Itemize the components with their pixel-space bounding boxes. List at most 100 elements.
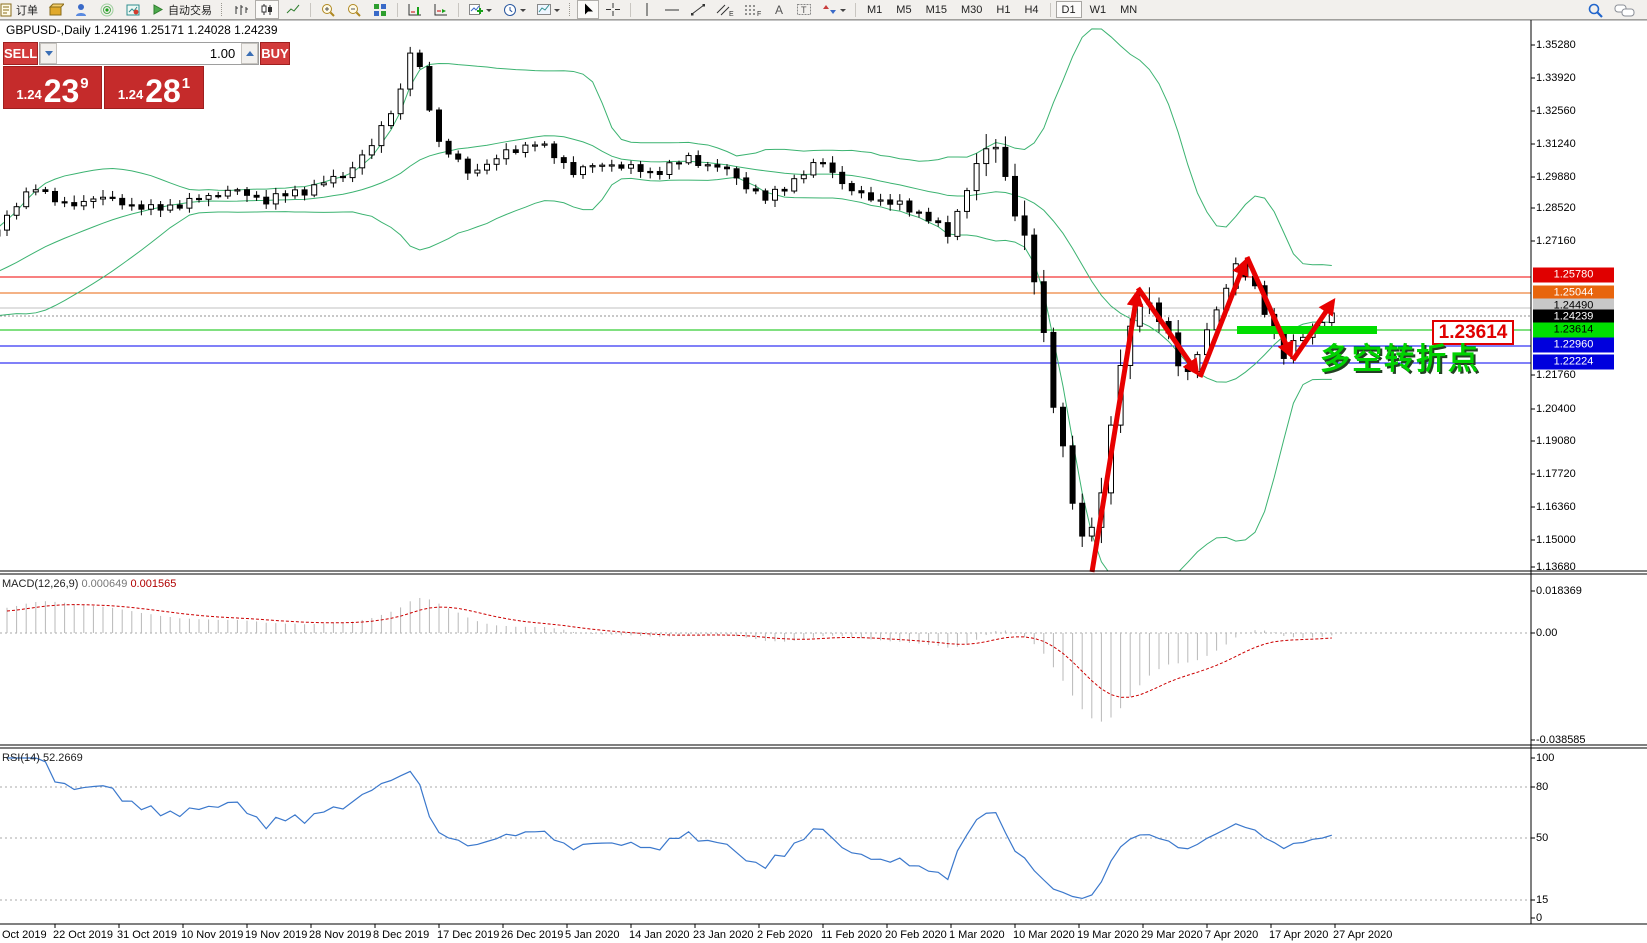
rsi-tick-label: 0 bbox=[1536, 912, 1543, 924]
timeframe-group: M1 M5 M15 M30 H1 H4 D1 W1 MN bbox=[860, 1, 1144, 18]
trendline-icon bbox=[691, 4, 705, 16]
buy-price-pips: 28 bbox=[145, 73, 181, 109]
autotrading-button[interactable]: 自动交易 bbox=[147, 0, 216, 19]
new-order-button[interactable] bbox=[44, 0, 68, 19]
arrows-button[interactable] bbox=[818, 0, 850, 19]
date-label: 29 Mar 2020 bbox=[1141, 929, 1203, 941]
horizontal-line-button[interactable] bbox=[660, 0, 684, 19]
toolbar-separator bbox=[630, 2, 631, 17]
timeframe-w1-button[interactable]: W1 bbox=[1089, 3, 1107, 16]
price-level-label: 1.22960 bbox=[1533, 337, 1614, 353]
macd-name: MACD(12,26,9) bbox=[2, 578, 79, 590]
date-label: 10 Mar 2020 bbox=[1013, 929, 1075, 941]
fibonacci-button[interactable]: F bbox=[740, 0, 766, 19]
buy-price-point: 1 bbox=[181, 75, 191, 92]
price-tick-label: 1.21760 bbox=[1536, 369, 1576, 381]
date-label: Oct 2019 bbox=[2, 929, 47, 941]
bar-chart-icon bbox=[235, 5, 248, 15]
sell-price-button[interactable]: 1.24 23 9 bbox=[3, 66, 102, 109]
zoom-out-icon bbox=[348, 3, 361, 17]
candlestick-chart-button[interactable] bbox=[255, 0, 279, 19]
sell-price-pips: 23 bbox=[43, 73, 80, 109]
date-label: 31 Oct 2019 bbox=[117, 929, 177, 941]
date-label: 5 Jan 2020 bbox=[565, 929, 620, 941]
vertical-line-button[interactable] bbox=[636, 0, 658, 19]
arrows-caret[interactable] bbox=[840, 8, 846, 15]
order-button[interactable]: 订单 bbox=[0, 0, 42, 19]
chart-title: GBPUSD-,Daily 1.24196 1.25171 1.24028 1.… bbox=[6, 23, 278, 37]
text-button[interactable]: A bbox=[768, 0, 790, 19]
price-tick-label: 1.28520 bbox=[1536, 202, 1576, 214]
timeframe-m5-button[interactable]: M5 bbox=[896, 3, 912, 16]
tile-windows-button[interactable] bbox=[368, 0, 392, 19]
buy-button[interactable]: BUY bbox=[260, 42, 290, 65]
price-tick-label: 1.19080 bbox=[1536, 435, 1576, 447]
period-caret[interactable] bbox=[520, 8, 526, 15]
text-icon: A bbox=[775, 3, 783, 17]
turning-point-annotation[interactable]: 多空转折点 bbox=[1320, 343, 1480, 376]
volume-decrease-button[interactable] bbox=[40, 43, 58, 64]
chat-button[interactable] bbox=[1610, 1, 1640, 20]
macd-tick-label: 0.00 bbox=[1536, 627, 1558, 639]
timeframe-mn-button[interactable]: MN bbox=[1120, 3, 1138, 16]
arrows-icon bbox=[823, 5, 836, 14]
toolbar-right bbox=[1582, 1, 1641, 20]
auto-scroll-button[interactable] bbox=[403, 0, 427, 19]
rsi-tick-label: 100 bbox=[1536, 752, 1555, 764]
timeframe-m30-button[interactable]: M30 bbox=[960, 3, 983, 16]
macd-tick-label: 0.018369 bbox=[1536, 585, 1582, 597]
price-tick-label: 1.13680 bbox=[1536, 561, 1576, 573]
autotrading-label: 自动交易 bbox=[168, 4, 212, 17]
sell-button[interactable]: SELL bbox=[3, 42, 39, 65]
price-tick-label: 1.16360 bbox=[1536, 501, 1576, 513]
date-label: 10 Nov 2019 bbox=[181, 929, 244, 941]
timeframe-h4-button[interactable]: H4 bbox=[1024, 3, 1039, 16]
toolbar: 订单 自动交易 bbox=[0, 0, 1647, 20]
add-indicator-button[interactable] bbox=[464, 0, 496, 19]
zoom-out-button[interactable] bbox=[342, 0, 366, 19]
chart-shift-button[interactable] bbox=[429, 0, 453, 19]
price-tick-label: 1.32560 bbox=[1536, 105, 1576, 117]
trendline-button[interactable] bbox=[686, 0, 710, 19]
bar-chart-button[interactable] bbox=[229, 0, 253, 19]
equidistant-channel-button[interactable]: E bbox=[712, 0, 738, 19]
chart-shift-icon bbox=[434, 4, 447, 16]
signals-button[interactable] bbox=[95, 0, 119, 19]
timeframe-h1-button[interactable]: H1 bbox=[996, 3, 1011, 16]
add-indicator-caret[interactable] bbox=[486, 8, 492, 15]
price-tick-label: 1.15000 bbox=[1536, 534, 1576, 546]
timeframe-m1-button[interactable]: M1 bbox=[867, 3, 883, 16]
horizontal-line-icon bbox=[665, 9, 679, 11]
timeframe-m15-button[interactable]: M15 bbox=[925, 3, 947, 16]
rsi-value: 52.2669 bbox=[42, 752, 83, 764]
template-button[interactable] bbox=[532, 0, 564, 19]
date-label: 8 Dec 2019 bbox=[373, 929, 430, 941]
price-level-label: 1.25044 bbox=[1533, 285, 1614, 301]
period-button[interactable] bbox=[498, 0, 530, 19]
price-tick-label: 1.17720 bbox=[1536, 468, 1576, 480]
price-level-callout[interactable]: 1.23614 bbox=[1432, 320, 1514, 345]
fibonacci-icon: F bbox=[745, 5, 761, 17]
date-label: 19 Nov 2019 bbox=[245, 929, 308, 941]
market-button[interactable] bbox=[121, 0, 145, 19]
price-tick-label: 1.35280 bbox=[1536, 39, 1576, 51]
template-caret[interactable] bbox=[554, 8, 560, 15]
text-label-button[interactable]: T bbox=[792, 0, 816, 19]
buy-price-button[interactable]: 1.24 28 1 bbox=[104, 66, 204, 109]
cursor-button[interactable] bbox=[577, 0, 599, 19]
search-button[interactable] bbox=[1583, 1, 1608, 20]
equidistant-channel-icon: E bbox=[716, 4, 734, 17]
date-label: 23 Jan 2020 bbox=[693, 929, 754, 941]
volume-increase-button[interactable] bbox=[241, 43, 259, 64]
date-label: 2 Feb 2020 bbox=[757, 929, 813, 941]
price-tick-label: 1.20400 bbox=[1536, 403, 1576, 415]
timeframe-d1-button[interactable]: D1 bbox=[1055, 1, 1082, 18]
volume-input[interactable] bbox=[57, 43, 242, 64]
date-label: 19 Mar 2020 bbox=[1077, 929, 1139, 941]
line-chart-button[interactable] bbox=[281, 0, 305, 19]
price-tick-label: 1.31240 bbox=[1536, 138, 1576, 150]
community-button[interactable] bbox=[70, 0, 93, 19]
crosshair-button[interactable] bbox=[601, 0, 625, 19]
zoom-in-button[interactable] bbox=[316, 0, 340, 19]
